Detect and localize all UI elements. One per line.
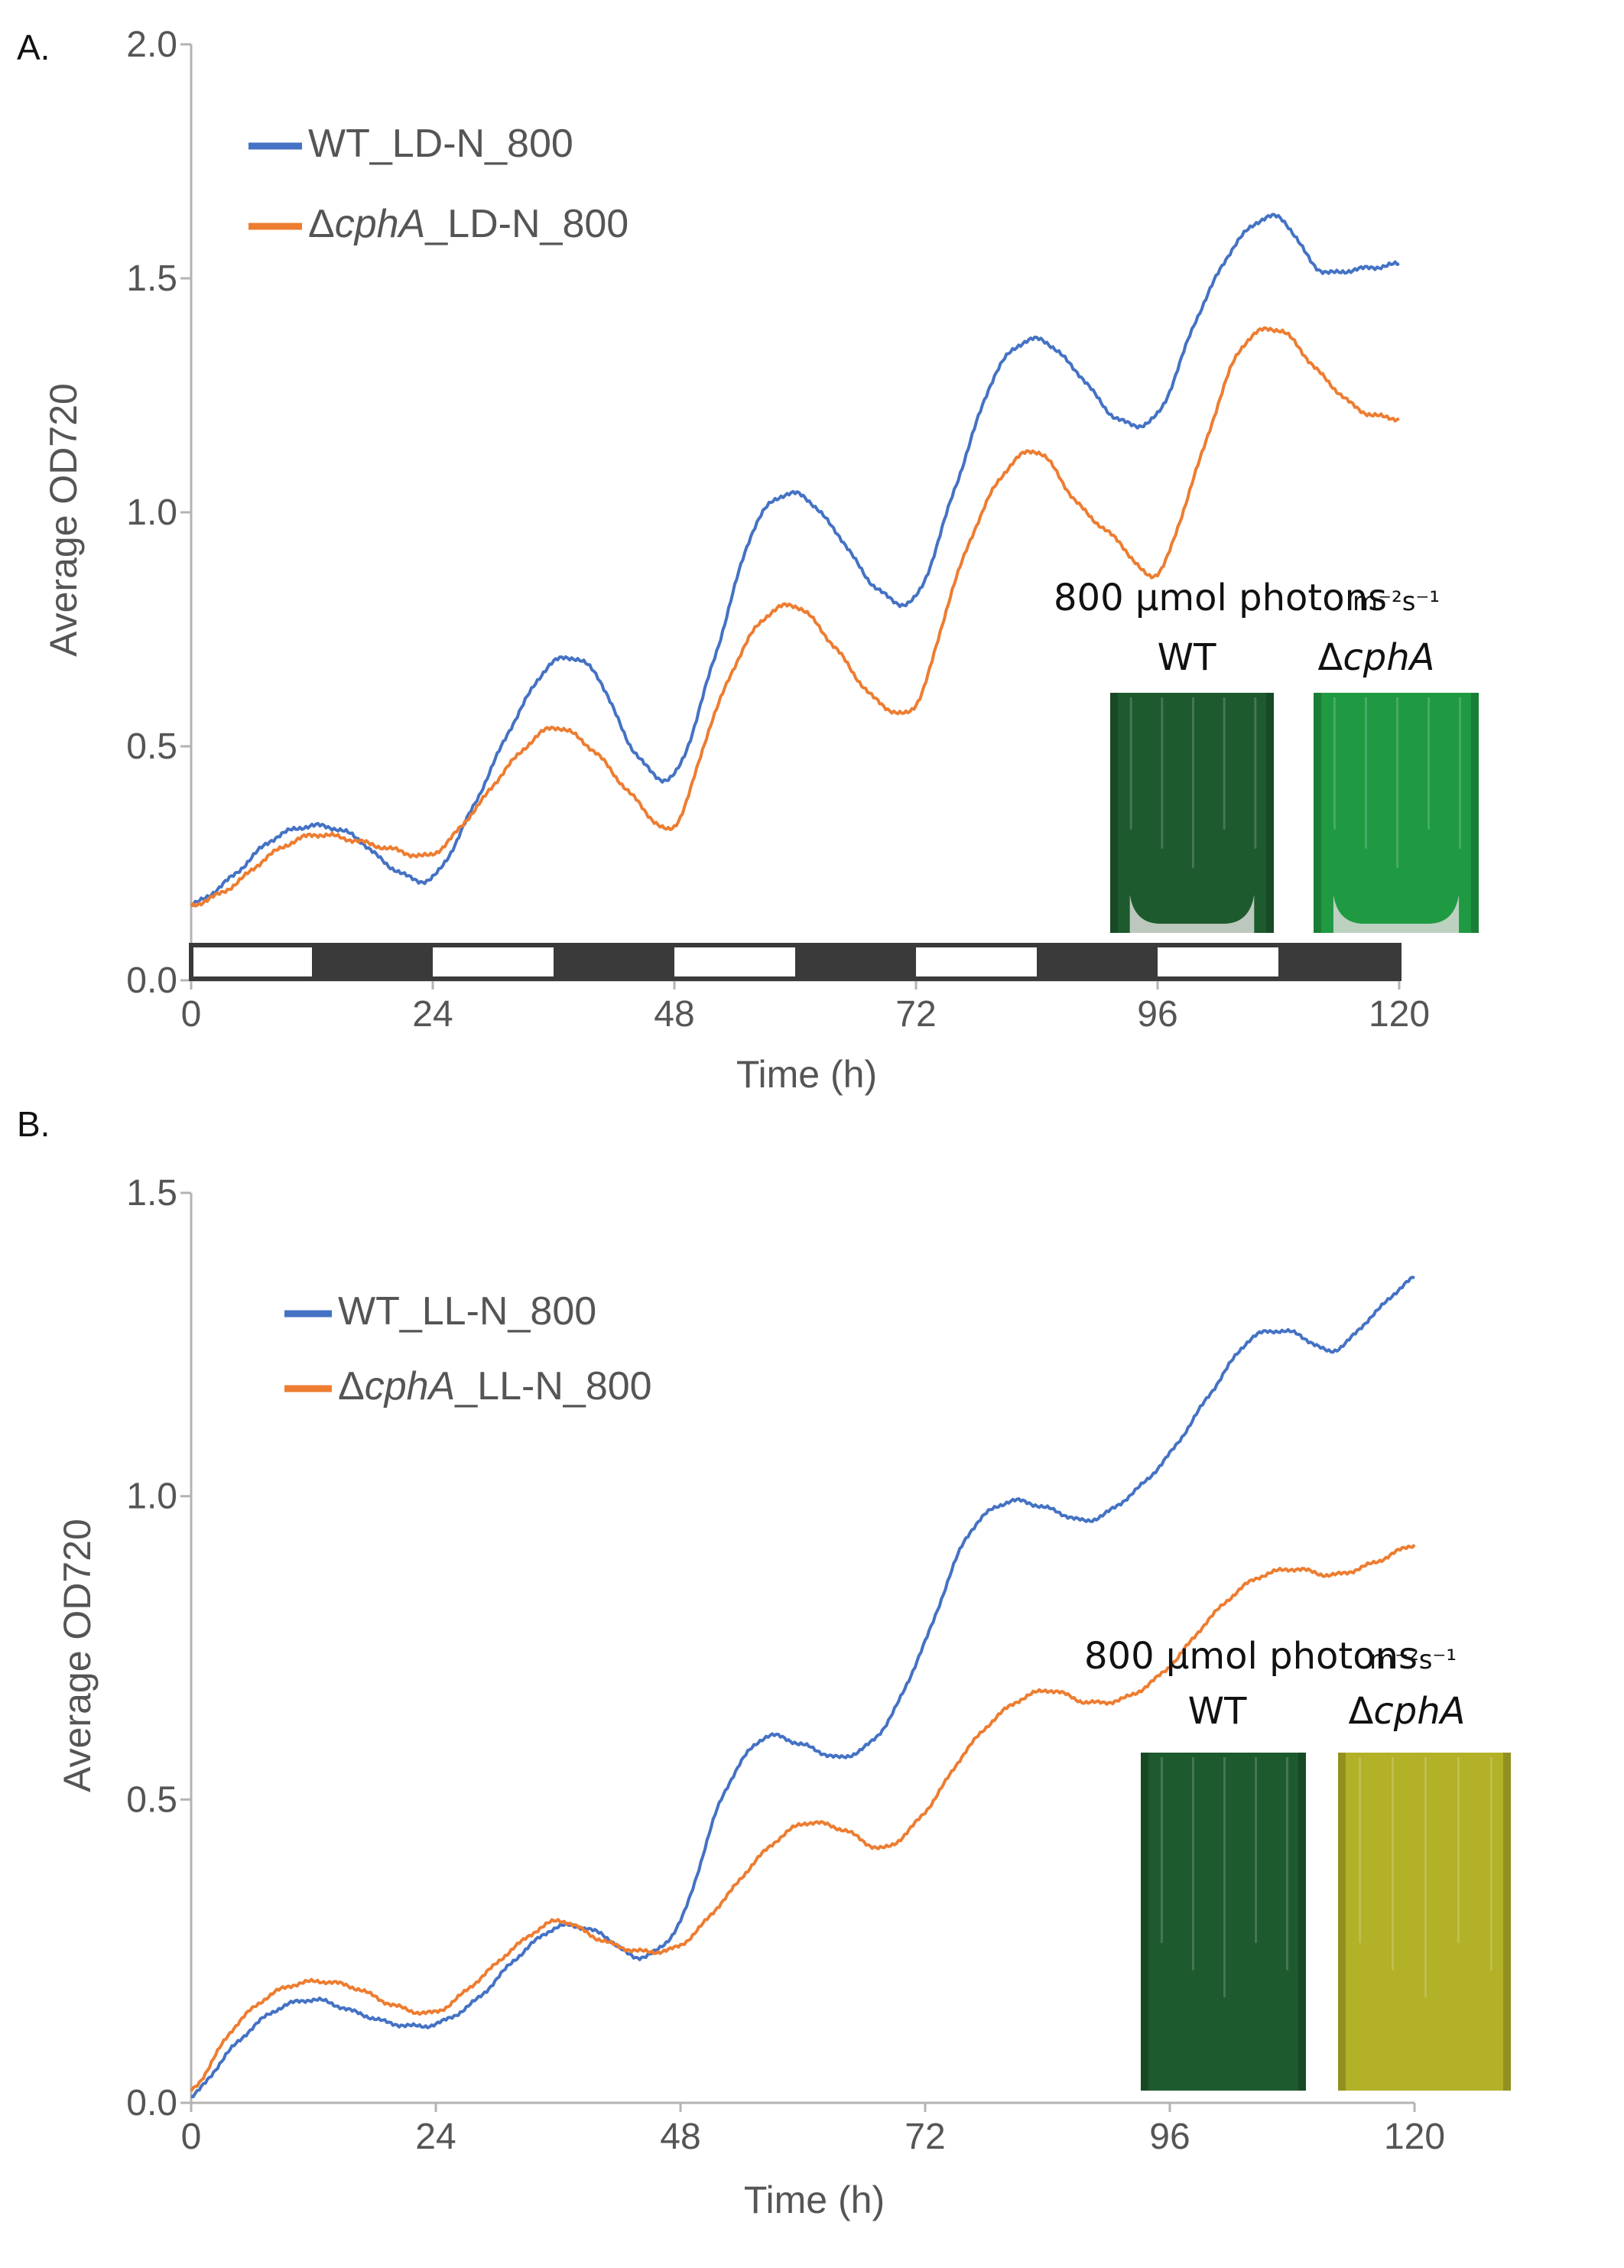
panel-a-inset-unit: m⁻²s⁻¹ [1353,586,1440,617]
panel-b-culture-photo-highlight [1392,1757,1395,1971]
panel-a-inset-label-wt: WT [1158,636,1216,679]
panel-a-series-line-wt [190,213,1400,908]
panel-b-culture-photo-edge [1338,1753,1346,2091]
panel-b-culture-photo-highlight [1223,1757,1226,1997]
panel-a-cycle-segment-light [916,945,1037,979]
panel-a-culture-photo-edge [1471,693,1479,933]
panel-a-inset-label-cpha: ΔcphA [1318,636,1435,679]
panel-a-x-tick-label: 120 [1369,994,1430,1035]
panel-a-culture-photo-highlight [1396,697,1398,868]
panel-a-cycle-segment-dark [795,945,916,979]
panel-b-inset-label-cpha: ΔcphA [1349,1690,1466,1733]
panel-a-series-line-cpha [190,326,1400,908]
panel-a-culture-photo-bottom [1129,895,1255,933]
panel-b-series-line-cpha [190,1543,1416,2092]
panel-b-x-tick-label: 72 [905,2117,945,2157]
panel-a-cycle-segment-dark [312,945,433,979]
panel-b-x-tick-label: 120 [1384,2117,1445,2157]
panel-b-culture-photo-edge [1141,1753,1148,2091]
panel-a-culture-photo-bottom [1333,895,1460,933]
panel-b-culture-photo-highlight [1359,1757,1362,1944]
panel-a-cycle-bar-frame [189,943,1402,981]
panel-b-label: B. [17,1104,50,1144]
panel-a-culture-photo-highlight [1129,697,1132,830]
panel-b-y-tick-label: 0.0 [126,2083,177,2123]
panel-a-y-tick-label: 1.5 [126,258,177,299]
panel-a-culture-photo-highlight [1427,697,1431,830]
panel-b-culture-photo-highlight [1191,1757,1194,1971]
panel-b-x-tick-label: 48 [660,2117,700,2157]
panel-a-cycle-segment-dark [554,945,674,979]
panel-a-culture-photo-wt [1110,693,1274,933]
panel-b-y-tick-label: 1.0 [126,1477,177,1517]
panel-a-cycle-segment-dark [1037,945,1158,979]
panel-b-legend-label: ΔcphA_LL-N_800 [338,1364,652,1409]
panel-a-culture-photo-highlight [1161,697,1164,849]
panel-a-culture-photo-highlight [1333,697,1336,830]
panel-a-y-tick-label: 1.0 [126,492,177,533]
panel-b-chart: B. 0.0 0.5 1.0 1.5 0 24 48 72 96 120 Time (h) Averag… [17,1104,1511,2221]
panel-a-x-tick-label: 48 [654,994,694,1035]
panel-a-label: A. [17,28,50,67]
panel-a-legend-label: ΔcphA_LD-N_800 [308,202,628,246]
panel-b-inset-title: 800 μmol photons [1084,1635,1418,1678]
panel-b-culture-photo-highlight [1424,1757,1427,1997]
panel-b-culture-photo-highlight [1457,1757,1460,1944]
panel-a-x-tick-label: 24 [412,994,453,1035]
panel-b-culture-photo-edge [1298,1753,1306,2091]
panel-b-y-tick-label: 0.5 [126,1779,177,1820]
panel-b-culture-photo-edge [1503,1753,1511,2091]
panel-b-culture-photo-wt [1141,1753,1306,2091]
panel-a-x-axis-label: Time (h) [736,1053,877,1096]
panel-a-cycle-segment-light [1158,945,1278,979]
panel-a-legend-label: WT_LD-N_800 [308,122,573,166]
panel-a-culture-photo-highlight [1223,697,1226,830]
panel-b-x-tick-label: 96 [1149,2117,1190,2157]
panel-b-inset-label-wt: WT [1188,1690,1247,1733]
panel-a-culture-photo-highlight [1459,697,1462,849]
panel-a-x-tick-label: 72 [895,994,936,1035]
panel-a-cycle-segment-light [674,945,795,979]
panel-a-x-tick-label: 0 [181,994,202,1035]
panel-b-culture-photo-highlight [1286,1757,1289,1971]
panel-b-y-axis-label: Average OD720 [56,1519,99,1792]
panel-b-x-axis-label: Time (h) [744,2179,885,2221]
panel-a-culture-photo-cpha [1314,693,1479,933]
panel-b-culture-photo-highlight [1255,1757,1258,1944]
panel-a-cycle-segment-light [191,945,312,979]
panel-a-culture-photo-edge [1266,693,1274,933]
panel-b-culture-photo-highlight [1160,1757,1163,1944]
panel-a-culture-photo-edge [1110,693,1118,933]
panel-a-cycle-segment-light [433,945,554,979]
panel-a-y-tick-label: 2.0 [126,24,177,65]
panel-b-legend-label: WT_LL-N_800 [338,1289,596,1334]
panel-a-culture-photo-highlight [1364,697,1367,849]
panel-a-y-tick-label: 0.5 [126,726,177,767]
panel-a-chart: A. 0.0 0.5 1.0 1.5 2.0 0 24 48 72 96 120 Time (h) Ave… [17,24,1479,1096]
panel-b-inset-unit: m⁻²s⁻¹ [1369,1645,1457,1675]
panel-a-y-axis-label: Average OD720 [42,383,85,657]
panel-a-cycle-segment-dark [1278,945,1399,979]
panel-a-x-tick-label: 96 [1137,994,1177,1035]
panel-b-x-tick-label: 0 [181,2117,202,2157]
panel-b-series-line-wt [190,1275,1415,2098]
panel-b-culture-photo-highlight [1489,1757,1492,1971]
panel-a-inset-title: 800 μmol photons [1054,577,1387,619]
panel-b-x-tick-label: 24 [415,2117,456,2157]
panel-a-y-tick-label: 0.0 [126,960,177,1001]
panel-a-culture-photo-edge [1314,693,1321,933]
panel-a-culture-photo-highlight [1254,697,1257,849]
panel-a-culture-photo-highlight [1192,697,1194,868]
panel-b-culture-photo-cpha [1338,1753,1511,2091]
panel-b-y-tick-label: 1.5 [126,1173,177,1214]
